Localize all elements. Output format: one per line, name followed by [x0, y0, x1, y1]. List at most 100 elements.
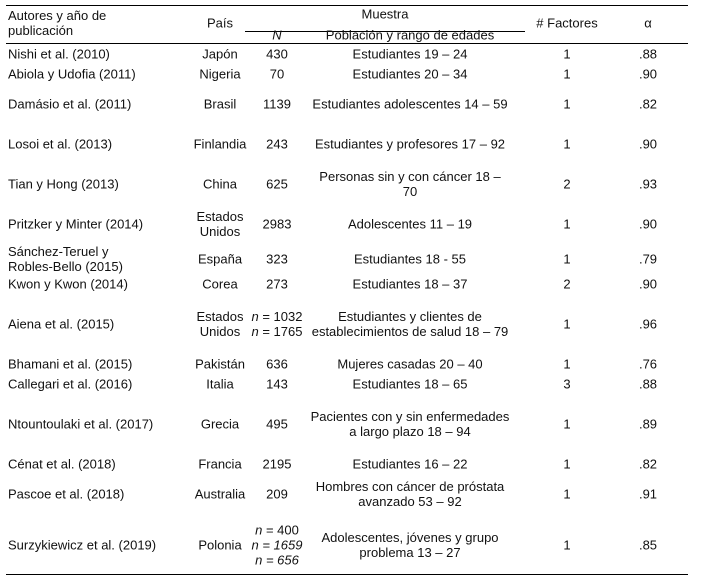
- cell-country: España: [197, 251, 243, 267]
- cell-n: 636: [266, 356, 288, 372]
- cell-factors: 1: [563, 456, 571, 472]
- cell-alpha: .88: [638, 46, 658, 62]
- cell-factors: 1: [563, 251, 571, 267]
- cell-author: Cénat et al. (2018): [8, 456, 116, 472]
- cell-author: Ntountoulaki et al. (2017): [8, 416, 154, 432]
- cell-n: 430: [266, 46, 288, 62]
- cell-author: Aiena et al. (2015): [8, 316, 115, 332]
- cell-n: 70: [269, 66, 285, 82]
- cell-population: Estudiantes 20 – 34: [352, 66, 468, 82]
- cell-alpha: .91: [638, 486, 658, 502]
- cell-n: 209: [266, 486, 288, 502]
- cell-country: Estados Unidos: [196, 309, 244, 339]
- cell-alpha: .93: [638, 176, 658, 192]
- cell-factors: 1: [563, 136, 571, 152]
- cell-country: Nigeria: [199, 66, 241, 82]
- cell-n: n = 400 n = 1659 n = 656: [251, 522, 303, 568]
- cell-factors: 1: [563, 537, 571, 553]
- header-factors: # Factores: [536, 15, 598, 31]
- cell-population: Estudiantes 19 – 24: [352, 46, 468, 62]
- cell-factors: 2: [563, 176, 571, 192]
- table-bottom-rule: [6, 574, 688, 575]
- cell-author: Sánchez-Teruel y Robles-Bello (2015): [8, 244, 123, 274]
- cell-n: 243: [266, 136, 288, 152]
- cell-country: Australia: [194, 486, 246, 502]
- header-sample: Muestra: [361, 6, 409, 22]
- cell-alpha: .76: [638, 356, 658, 372]
- cell-country: Finlandia: [193, 136, 247, 152]
- cell-n: 1139: [263, 96, 291, 112]
- cell-alpha: .89: [638, 416, 658, 432]
- cell-country: Corea: [202, 276, 238, 292]
- cell-n: 625: [266, 176, 288, 192]
- cell-author: Pascoe et al. (2018): [8, 486, 125, 502]
- cell-author: Callegari et al. (2016): [8, 376, 133, 392]
- cell-country: Francia: [198, 456, 242, 472]
- cell-author: Tian y Hong (2013): [8, 176, 119, 192]
- cell-factors: 1: [563, 416, 571, 432]
- cell-factors: 1: [563, 316, 571, 332]
- cell-n: n = 1032 n = 1765: [251, 309, 303, 339]
- cell-population: Hombres con cáncer de próstata avanzado 5…: [315, 479, 505, 509]
- cell-population: Estudiantes 18 – 37: [352, 276, 468, 292]
- cell-alpha: .90: [638, 216, 658, 232]
- cell-n: 143: [266, 376, 288, 392]
- cell-author: Bhamani et al. (2015): [8, 356, 133, 372]
- header-authors: Autores y año de publicación: [8, 8, 107, 38]
- cell-alpha: .88: [638, 376, 658, 392]
- cell-country: Pakistán: [195, 356, 245, 372]
- cell-country: Grecia: [200, 416, 240, 432]
- cell-alpha: .82: [638, 96, 658, 112]
- header-n: N: [272, 27, 282, 43]
- cell-country: Italia: [206, 376, 234, 392]
- cell-population: Estudiantes 16 – 22: [352, 456, 468, 472]
- cell-factors: 1: [563, 356, 571, 372]
- cell-n: 273: [266, 276, 288, 292]
- cell-n: 2195: [262, 456, 292, 472]
- cell-country: China: [203, 176, 237, 192]
- cell-factors: 1: [563, 66, 571, 82]
- cell-alpha: .96: [638, 316, 658, 332]
- cell-factors: 3: [563, 376, 571, 392]
- cell-factors: 2: [563, 276, 571, 292]
- cell-population: Estudiantes adolescentes 14 – 59: [312, 96, 508, 112]
- cell-alpha: .90: [638, 136, 658, 152]
- cell-factors: 1: [563, 486, 571, 502]
- header-alpha: α: [644, 15, 652, 31]
- cell-author: Abiola y Udofia (2011): [8, 66, 136, 82]
- cell-factors: 1: [563, 96, 571, 112]
- cell-country: Brasil: [203, 96, 237, 112]
- cell-author: Damásio et al. (2011): [8, 96, 132, 112]
- cell-country: Polonia: [198, 537, 242, 553]
- cell-population: Personas sin y con cáncer 18 –70: [319, 169, 501, 199]
- cell-population: Estudiantes 18 - 55: [353, 251, 467, 267]
- cell-population: Estudiantes y profesores 17 – 92: [314, 136, 506, 152]
- cell-country: Japón: [202, 46, 238, 62]
- cell-factors: 1: [563, 46, 571, 62]
- cell-alpha: .79: [638, 251, 658, 267]
- cell-author: Surzykiewicz et al. (2019): [8, 537, 157, 553]
- cell-population: Pacientes con y sin enfermedades a largo …: [310, 409, 510, 439]
- cell-population: Adolescentes 11 – 19: [347, 216, 473, 232]
- cell-factors: 1: [563, 216, 571, 232]
- cell-n: 495: [266, 416, 288, 432]
- header-bottom-rule: [6, 43, 688, 44]
- cell-alpha: .85: [638, 537, 658, 553]
- cell-n: 2983: [262, 216, 292, 232]
- cell-country: Estados Unidos: [196, 209, 244, 239]
- cell-author: Pritzker y Minter (2014): [8, 216, 144, 232]
- cell-n: 323: [266, 251, 288, 267]
- cell-alpha: .82: [638, 456, 658, 472]
- cell-alpha: .90: [638, 66, 658, 82]
- cell-alpha: .90: [638, 276, 658, 292]
- cell-population: Mujeres casadas 20 – 40: [337, 356, 483, 372]
- cell-author: Losoi et al. (2013): [8, 136, 113, 152]
- sample-divider: [245, 31, 525, 32]
- header-country: País: [206, 15, 234, 31]
- cell-author: Kwon y Kwon (2014): [8, 276, 128, 292]
- cell-population: Estudiantes y clientes de establecimiento…: [311, 309, 509, 339]
- cell-author: Nishi et al. (2010): [8, 46, 110, 62]
- cell-population: Adolescentes, jóvenes y grupo problema 13…: [321, 530, 499, 560]
- cell-population: Estudiantes 18 – 65: [352, 376, 468, 392]
